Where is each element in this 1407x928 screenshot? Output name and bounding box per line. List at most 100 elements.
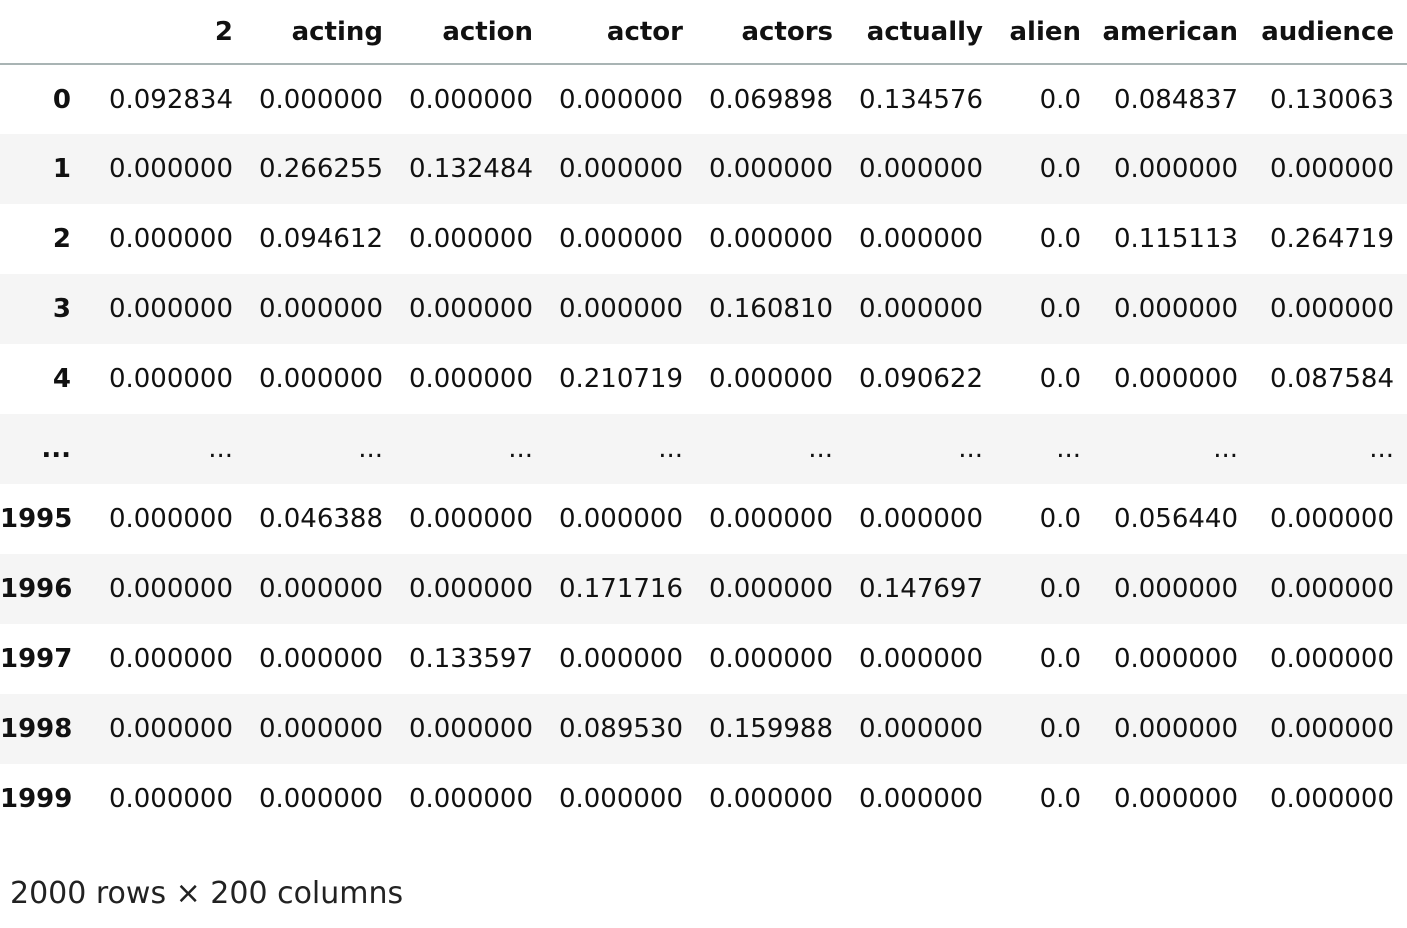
table-cell: 0.000000 [1113, 784, 1238, 814]
table-cell: 0.171716 [558, 574, 683, 604]
table-cell: 0.000000 [558, 84, 683, 115]
table-cell: 0.000000 [858, 224, 983, 254]
table-cell: 0.000000 [858, 784, 983, 814]
table-cell: 0.000000 [408, 714, 533, 744]
dataframe-table: 2 acting action actor actors actually al… [0, 0, 1407, 834]
table-cell: 0.000000 [558, 294, 683, 324]
row-index: 1998 [0, 714, 73, 744]
table-cell: 0.115113 [1113, 224, 1238, 254]
table-cell: 0.000000 [258, 364, 383, 394]
table-cell: 0.000000 [408, 84, 533, 115]
shape-info: 2000 rows × 200 columns [10, 876, 404, 911]
column-header: actually [846, 0, 996, 65]
table-cell: 0.134576 [858, 84, 983, 115]
table-cell: 0.000000 [258, 644, 383, 674]
table-cell: 0.000000 [108, 644, 233, 674]
table-cell: 0.046388 [258, 504, 383, 534]
table-cell: 0.000000 [108, 574, 233, 604]
table-cell: 0.000000 [1113, 294, 1238, 324]
table-cell: ... [1369, 434, 1394, 464]
table-cell: ... [658, 434, 683, 464]
header-row: 2 acting action actor actors actually al… [0, 0, 1407, 65]
table-cell: 0.000000 [108, 154, 233, 184]
table-cell: 0.000000 [558, 644, 683, 674]
table-cell: 0.000000 [408, 574, 533, 604]
table-cell: 0.000000 [258, 784, 383, 814]
column-header: audience [1251, 0, 1407, 65]
table-cell: 0.000000 [108, 504, 233, 534]
table-cell: 0.000000 [108, 784, 233, 814]
table-cell: 0.000000 [708, 154, 833, 184]
column-header: 2 [97, 0, 246, 65]
table-cell: 0.000000 [858, 504, 983, 534]
table-cell: 0.0 [1039, 784, 1081, 814]
table-cell: 0.000000 [858, 644, 983, 674]
table-cell: 0.0 [1039, 644, 1081, 674]
row-index: 1 [52, 154, 71, 184]
row-index: 1996 [0, 574, 73, 604]
table-cell: 0.000000 [1269, 504, 1394, 534]
table-cell: 0.000000 [1113, 574, 1238, 604]
table-body: 0 0.092834 0.000000 0.000000 0.000000 0.06989… [0, 64, 1407, 834]
table-cell: 0.000000 [408, 224, 533, 254]
table-cell: 0.0 [1039, 224, 1081, 254]
table-cell: 0.000000 [708, 644, 833, 674]
table-cell: 0.084837 [1113, 84, 1238, 115]
table-cell: 0.056440 [1113, 504, 1238, 534]
column-header: american [1094, 0, 1251, 65]
table-cell: 0.0 [1039, 154, 1081, 184]
row-index: 1997 [0, 644, 73, 674]
table-cell: 0.264719 [1269, 224, 1394, 254]
table-cell: 0.000000 [1269, 714, 1394, 744]
table-cell: ... [808, 434, 833, 464]
table-cell: 0.000000 [708, 224, 833, 254]
table-cell: 0.000000 [558, 224, 683, 254]
table-cell: 0.0 [1039, 574, 1081, 604]
table-cell: 0.000000 [708, 364, 833, 394]
table-row: 1996 0.000000 0.000000 0.000000 0.171716 0.00… [0, 554, 1407, 624]
table-cell: 0.132484 [408, 154, 533, 184]
table-cell: 0.000000 [1113, 364, 1238, 394]
table-cell: 0.159988 [708, 714, 833, 744]
table-cell: 0.090622 [858, 364, 983, 394]
table-cell: 0.000000 [1269, 574, 1394, 604]
table-cell: 0.0 [1039, 504, 1081, 534]
table-row: 0 0.092834 0.000000 0.000000 0.000000 0.06989… [0, 64, 1407, 134]
table-cell: 0.266255 [258, 154, 383, 184]
row-index: 1999 [0, 784, 73, 814]
table-row: 1995 0.000000 0.046388 0.000000 0.000000 0.00… [0, 484, 1407, 554]
table-row: 3 0.000000 0.000000 0.000000 0.000000 0.16081… [0, 274, 1407, 344]
table-cell: 0.000000 [1269, 784, 1394, 814]
table-cell: 0.000000 [408, 294, 533, 324]
table-cell: 0.000000 [408, 364, 533, 394]
table-cell: 0.000000 [1269, 294, 1394, 324]
table-row: 1997 0.000000 0.000000 0.133597 0.000000 0.00… [0, 624, 1407, 694]
table-cell: 0.000000 [258, 294, 383, 324]
table-cell: ... [1213, 434, 1238, 464]
row-index: 3 [52, 294, 71, 324]
table-cell: 0.000000 [558, 154, 683, 184]
row-index: 0 [52, 84, 71, 115]
table-cell: 0.089530 [558, 714, 683, 744]
table-cell: 0.000000 [258, 714, 383, 744]
table-cell: 0.000000 [558, 784, 683, 814]
table-cell: 0.087584 [1269, 364, 1394, 394]
table-cell: 0.000000 [408, 504, 533, 534]
column-header: acting [246, 0, 396, 65]
table-cell: ... [508, 434, 533, 464]
table-cell: 0.000000 [858, 714, 983, 744]
table-cell: 0.000000 [708, 784, 833, 814]
table-cell: 0.000000 [558, 504, 683, 534]
column-header: actor [546, 0, 696, 65]
table-cell: 0.0 [1039, 364, 1081, 394]
table-cell: 0.000000 [1113, 644, 1238, 674]
table-cell: 0.000000 [108, 294, 233, 324]
table-row: 2 0.000000 0.094612 0.000000 0.000000 0.00000… [0, 204, 1407, 274]
table-cell: 0.130063 [1269, 84, 1394, 115]
column-header: alien [996, 0, 1094, 65]
table-cell: 0.000000 [258, 574, 383, 604]
table-cell: 0.0 [1039, 714, 1081, 744]
table-cell: 0.147697 [858, 574, 983, 604]
table-cell: 0.133597 [408, 644, 533, 674]
table-cell: 0.000000 [1113, 154, 1238, 184]
